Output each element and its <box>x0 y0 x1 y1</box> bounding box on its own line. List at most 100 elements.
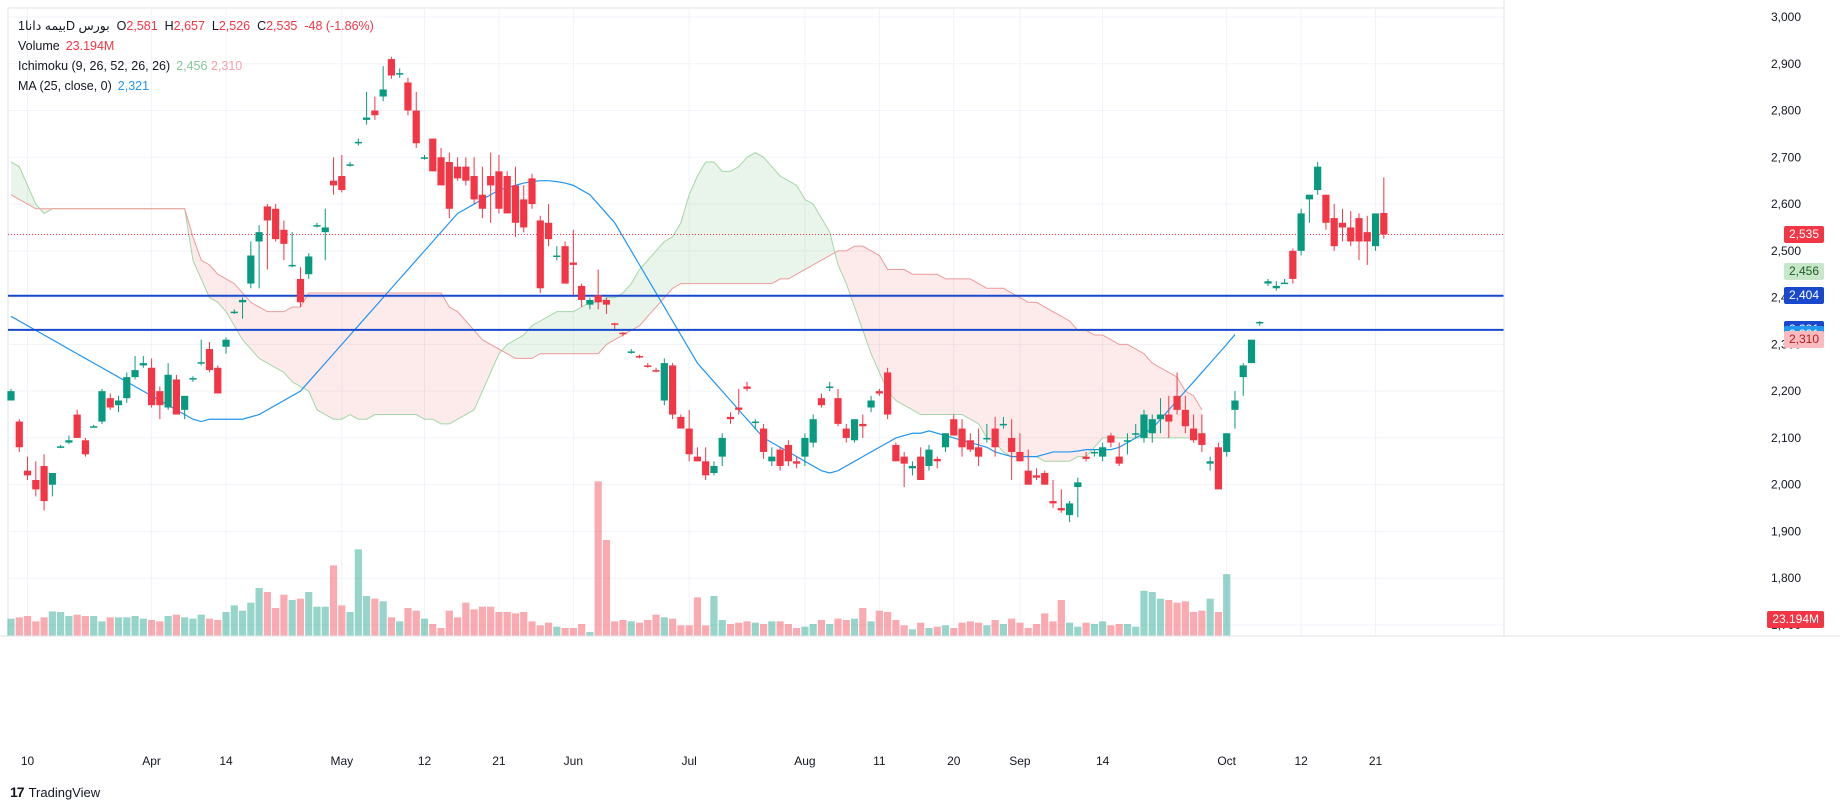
price-tag: 2,404 <box>1783 287 1824 305</box>
candle-body <box>1347 227 1355 242</box>
cloud-segment <box>788 180 797 279</box>
candle-body <box>743 386 751 389</box>
candle-body <box>1065 503 1074 516</box>
candle-body <box>586 299 594 305</box>
volume-bar <box>586 632 594 636</box>
candle-body <box>396 73 404 75</box>
volume-bar <box>1123 624 1132 636</box>
volume-bar <box>90 616 98 636</box>
volume-bar <box>57 612 65 636</box>
candle-body <box>999 423 1007 426</box>
cloud-segment <box>1036 302 1045 462</box>
cloud-segment <box>755 152 764 284</box>
cloud-segment <box>995 288 1004 452</box>
candles[interactable] <box>7 56 1388 523</box>
ma-line <box>10 180 1236 474</box>
candle-body <box>677 416 685 429</box>
volume-bar <box>1065 622 1074 636</box>
volume-bar <box>1107 625 1115 636</box>
cloud-segment <box>879 255 888 392</box>
candle-body <box>379 89 387 97</box>
cloud-segment <box>1110 339 1120 438</box>
volume-bar <box>1148 592 1156 636</box>
cloud-segment <box>565 311 574 354</box>
candle-body <box>280 229 288 244</box>
cloud-segment <box>1127 344 1136 438</box>
volume-bar <box>453 617 462 636</box>
volume-bar <box>363 596 371 636</box>
tradingview-brand[interactable]: 17 TradingView <box>10 784 100 800</box>
candle-body <box>1132 433 1140 435</box>
chart-legend: بیمه دانا1D بورس O2,581 H2,657 L2,526 C2… <box>18 16 374 96</box>
candle-body <box>1190 428 1198 441</box>
volume-bar <box>561 628 569 636</box>
candle-body <box>90 426 98 428</box>
cloud-segment <box>953 278 963 415</box>
cloud-segment <box>201 260 210 298</box>
candle-body <box>495 171 503 209</box>
cloud-segment <box>928 274 938 415</box>
volume-bar <box>470 609 478 636</box>
candle-body <box>1272 285 1280 289</box>
volume-bar <box>950 628 958 636</box>
ma-legend[interactable]: MA (25, close, 0) 2,321 <box>18 76 374 96</box>
cloud-segment <box>738 157 748 284</box>
volume-bar <box>726 624 735 636</box>
volume-bar <box>1214 612 1223 636</box>
high-label: H <box>164 19 174 33</box>
candle-body <box>1363 232 1371 242</box>
volume-bar <box>32 621 40 636</box>
price-tick-label: 2,600 <box>1771 197 1801 211</box>
volume-bar <box>214 620 222 636</box>
time-tick-label: Jul <box>681 754 696 768</box>
candle-body <box>735 407 743 410</box>
candle-body <box>867 400 875 408</box>
cloud-segment <box>242 292 251 350</box>
ichimoku-span-b-value: 2,310 <box>210 59 243 73</box>
price-tick-label: 2,700 <box>1771 150 1801 164</box>
volume-bar <box>40 617 48 636</box>
cloud-segment <box>507 339 516 359</box>
cloud-segment <box>771 166 781 284</box>
candle-body <box>189 378 197 380</box>
volume-bar <box>371 598 379 636</box>
time-tick-label: 11 <box>873 754 886 768</box>
time-tick-label: Jun <box>564 754 583 768</box>
cloud-segment <box>556 311 566 354</box>
volume-bar <box>735 622 743 636</box>
volume-bar <box>288 600 296 636</box>
volume-bar <box>817 620 826 636</box>
volume-bar <box>354 549 362 636</box>
volume-bar <box>1190 612 1198 636</box>
cloud-segment <box>474 330 483 410</box>
price-axis[interactable]: 1,7001,8001,9002,0002,1002,2002,3002,400… <box>1503 0 1801 636</box>
candle-body <box>544 222 553 240</box>
candle-body <box>1297 213 1305 251</box>
candle-body <box>1165 414 1173 422</box>
symbol-row[interactable]: بیمه دانا1D بورس O2,581 H2,657 L2,526 C2… <box>18 16 374 36</box>
candle-body <box>627 351 635 353</box>
volume-bar <box>1181 601 1189 636</box>
time-axis[interactable]: 10 Apr 14 May 12 21 Jun Jul Aug 11 20 Sep 14 Oct 12 21 <box>0 635 1840 768</box>
candle-body <box>536 220 544 289</box>
candle-body <box>346 164 354 166</box>
volume-bar <box>280 594 288 636</box>
volume-bar <box>197 614 205 636</box>
moving-average <box>10 180 1236 474</box>
volume-legend[interactable]: Volume 23.194M <box>18 36 374 56</box>
cloud-segment <box>796 185 805 275</box>
volume-bar <box>98 621 106 636</box>
cloud-segment <box>862 246 872 354</box>
cloud-segment <box>730 166 739 284</box>
candle-body <box>313 225 321 227</box>
candle-body <box>1314 166 1322 191</box>
ichimoku-span-b-line <box>10 194 1203 411</box>
volume-bar <box>189 618 197 636</box>
volume-bar <box>81 616 90 636</box>
candle-body <box>768 456 776 462</box>
candle-body <box>759 428 768 452</box>
candle-body <box>255 232 263 242</box>
cloud-segment <box>1102 335 1111 438</box>
ichimoku-legend[interactable]: Ichimoku (9, 26, 52, 26, 26) 2,456 2,310 <box>18 56 374 76</box>
